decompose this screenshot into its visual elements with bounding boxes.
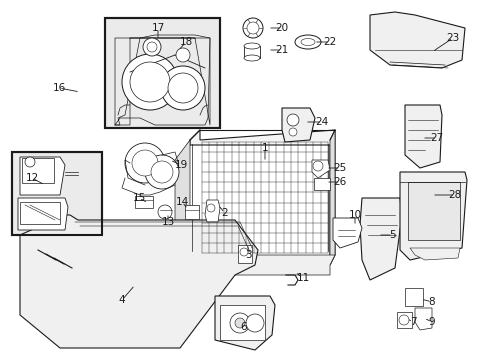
Polygon shape xyxy=(18,198,68,230)
Ellipse shape xyxy=(244,55,260,61)
Text: 9: 9 xyxy=(428,317,434,327)
Text: 7: 7 xyxy=(409,317,415,327)
Text: 2: 2 xyxy=(221,208,228,218)
Circle shape xyxy=(312,161,323,171)
Polygon shape xyxy=(175,140,190,290)
Circle shape xyxy=(288,128,296,136)
Text: 14: 14 xyxy=(175,197,188,207)
Text: 5: 5 xyxy=(389,230,395,240)
Polygon shape xyxy=(332,218,361,248)
Circle shape xyxy=(229,313,249,333)
Circle shape xyxy=(122,54,178,110)
Polygon shape xyxy=(404,288,422,306)
Polygon shape xyxy=(184,205,199,219)
Polygon shape xyxy=(399,172,466,260)
Circle shape xyxy=(245,314,264,332)
Text: 10: 10 xyxy=(348,210,361,220)
Text: 20: 20 xyxy=(275,23,288,33)
Text: 28: 28 xyxy=(447,190,461,200)
Circle shape xyxy=(125,143,164,183)
Text: 23: 23 xyxy=(446,33,459,43)
Text: 3: 3 xyxy=(244,250,251,260)
Text: 6: 6 xyxy=(240,322,247,332)
Text: 4: 4 xyxy=(119,295,125,305)
Polygon shape xyxy=(396,312,411,328)
Circle shape xyxy=(243,18,263,38)
Circle shape xyxy=(130,62,170,102)
Polygon shape xyxy=(311,160,329,178)
Text: 8: 8 xyxy=(428,297,434,307)
Circle shape xyxy=(398,315,408,325)
Circle shape xyxy=(246,22,259,34)
Text: 13: 13 xyxy=(161,217,174,227)
Text: 16: 16 xyxy=(52,83,65,93)
Polygon shape xyxy=(12,152,102,235)
Polygon shape xyxy=(190,130,334,265)
Text: 25: 25 xyxy=(333,163,346,173)
Polygon shape xyxy=(20,157,65,195)
Polygon shape xyxy=(238,245,251,263)
Polygon shape xyxy=(369,12,464,68)
Text: 15: 15 xyxy=(132,193,145,203)
Ellipse shape xyxy=(294,35,320,49)
Text: 11: 11 xyxy=(296,273,309,283)
Polygon shape xyxy=(220,305,264,340)
Circle shape xyxy=(147,42,157,52)
Polygon shape xyxy=(409,248,459,260)
Polygon shape xyxy=(407,182,459,240)
Polygon shape xyxy=(20,215,258,348)
Text: 18: 18 xyxy=(179,37,192,47)
Circle shape xyxy=(235,318,244,328)
Polygon shape xyxy=(329,130,334,265)
Circle shape xyxy=(25,157,35,167)
Polygon shape xyxy=(20,202,60,224)
Polygon shape xyxy=(414,308,431,330)
Circle shape xyxy=(132,150,158,176)
Text: 1: 1 xyxy=(261,143,268,153)
Polygon shape xyxy=(22,158,54,183)
Text: 19: 19 xyxy=(174,160,187,170)
Polygon shape xyxy=(204,200,220,222)
Bar xyxy=(12,152,102,235)
Ellipse shape xyxy=(244,43,260,49)
Circle shape xyxy=(145,155,179,189)
Text: 22: 22 xyxy=(323,37,336,47)
Circle shape xyxy=(286,114,298,126)
Text: 21: 21 xyxy=(275,45,288,55)
Text: 24: 24 xyxy=(315,117,328,127)
Polygon shape xyxy=(215,296,274,350)
Polygon shape xyxy=(359,198,401,280)
Polygon shape xyxy=(190,255,334,275)
Circle shape xyxy=(142,38,161,56)
Text: 17: 17 xyxy=(151,23,164,33)
Polygon shape xyxy=(313,178,329,190)
Circle shape xyxy=(158,205,172,219)
Circle shape xyxy=(206,204,215,212)
Ellipse shape xyxy=(301,39,314,45)
Circle shape xyxy=(176,48,190,62)
Polygon shape xyxy=(115,35,209,125)
Circle shape xyxy=(161,66,204,110)
Circle shape xyxy=(240,248,247,256)
Bar xyxy=(105,18,220,128)
Polygon shape xyxy=(105,18,220,128)
Polygon shape xyxy=(282,108,314,142)
Circle shape xyxy=(168,73,198,103)
Text: 26: 26 xyxy=(333,177,346,187)
Circle shape xyxy=(151,161,173,183)
Polygon shape xyxy=(404,105,441,168)
Text: 12: 12 xyxy=(25,173,39,183)
Polygon shape xyxy=(135,196,153,208)
Polygon shape xyxy=(244,46,260,58)
Text: 27: 27 xyxy=(429,133,443,143)
